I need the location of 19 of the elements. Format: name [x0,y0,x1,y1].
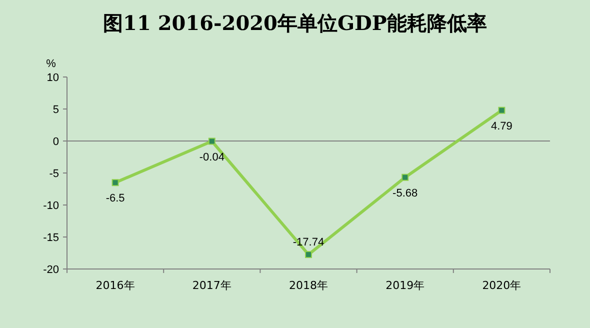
x-tick-label: 2017年 [192,279,232,292]
y-tick-label: 10 [46,72,59,84]
y-tick-label: -10 [43,200,59,212]
y-axis-title: % [46,58,56,70]
x-tick-label: 2018年 [289,279,328,292]
y-tick-label: -20 [43,264,59,276]
data-label: -17.74 [292,236,324,249]
y-tick-label: -15 [43,232,59,244]
x-tick-label: 2016年 [96,279,135,292]
y-tick-label: 0 [52,136,59,148]
chart-title: 图11 2016-2020年单位GDP能耗降低率 [103,11,487,35]
data-label: -0.04 [199,151,224,164]
data-label: -6.5 [106,192,125,205]
x-tick-label: 2020年 [482,279,522,292]
y-tick-label: 5 [52,104,59,116]
data-label: 4.79 [490,120,512,132]
data-label: -5.68 [392,187,418,200]
y-tick-label: -5 [49,168,59,180]
x-tick-label: 2019年 [386,279,425,292]
